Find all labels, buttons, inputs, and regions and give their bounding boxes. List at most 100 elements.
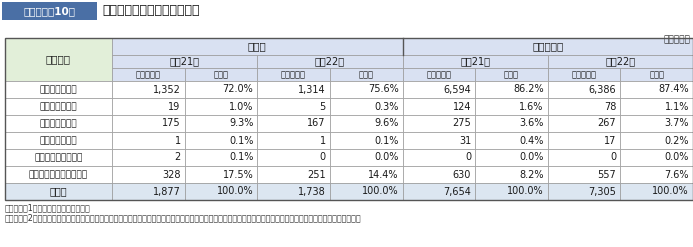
Text: 72.0%: 72.0% — [222, 84, 253, 95]
Bar — [112, 132, 184, 149]
Bar — [112, 38, 403, 55]
Bar — [403, 68, 475, 81]
Bar — [547, 55, 693, 68]
Text: 1,314: 1,314 — [298, 84, 326, 95]
Text: 275: 275 — [453, 119, 471, 128]
Bar — [5, 38, 693, 200]
Text: 人数（人）: 人数（人） — [281, 70, 306, 79]
Bar — [620, 98, 693, 115]
Bar — [475, 98, 547, 115]
Text: 267: 267 — [598, 119, 616, 128]
Text: 17: 17 — [604, 136, 616, 145]
Text: 1: 1 — [175, 136, 181, 145]
Text: 人数（人）: 人数（人） — [136, 70, 161, 79]
Text: 557: 557 — [597, 169, 616, 180]
Text: 5: 5 — [319, 102, 326, 111]
Bar — [112, 68, 184, 81]
Text: 0: 0 — [611, 152, 616, 163]
Text: 251: 251 — [307, 169, 326, 180]
Text: 平成21年: 平成21年 — [170, 57, 200, 66]
Text: 林　野　火　災: 林 野 火 災 — [40, 102, 78, 111]
Bar — [475, 81, 547, 98]
Text: 死　者: 死 者 — [248, 41, 267, 52]
Bar — [620, 149, 693, 166]
Bar — [184, 81, 257, 98]
Bar — [403, 55, 547, 68]
Bar — [547, 183, 620, 200]
Text: 8.2%: 8.2% — [519, 169, 544, 180]
Text: 0.0%: 0.0% — [519, 152, 544, 163]
Text: 31: 31 — [459, 136, 471, 145]
Text: 1,877: 1,877 — [152, 186, 181, 197]
Bar — [475, 68, 547, 81]
Text: 0: 0 — [319, 152, 326, 163]
Bar — [112, 81, 184, 98]
Text: 1: 1 — [319, 136, 326, 145]
Text: 175: 175 — [162, 119, 181, 128]
Bar — [330, 81, 403, 98]
Text: 6,594: 6,594 — [444, 84, 471, 95]
Bar — [5, 183, 112, 200]
Text: 構成比: 構成比 — [359, 70, 374, 79]
Bar — [475, 183, 547, 200]
Bar — [184, 132, 257, 149]
Text: 7,305: 7,305 — [588, 186, 616, 197]
Text: 0.1%: 0.1% — [374, 136, 398, 145]
Bar — [547, 166, 620, 183]
Text: （各年中）: （各年中） — [663, 35, 690, 44]
Text: 平成21年: 平成21年 — [460, 57, 490, 66]
Bar — [112, 98, 184, 115]
Bar — [330, 98, 403, 115]
Bar — [112, 183, 184, 200]
Bar — [330, 68, 403, 81]
Bar — [5, 38, 112, 81]
Bar — [184, 183, 257, 200]
Text: 構成比: 構成比 — [649, 70, 664, 79]
Text: 建　物　火　災: 建 物 火 災 — [40, 85, 78, 94]
Text: 火災種別: 火災種別 — [46, 55, 71, 64]
Bar — [330, 183, 403, 200]
Text: 構成比: 構成比 — [213, 70, 229, 79]
Bar — [547, 68, 620, 81]
Bar — [2, 2, 97, 20]
Text: 7.6%: 7.6% — [665, 169, 689, 180]
Bar — [547, 81, 620, 98]
Text: 0.2%: 0.2% — [665, 136, 689, 145]
Bar — [475, 149, 547, 166]
Text: 3.6%: 3.6% — [519, 119, 544, 128]
Text: 17.5%: 17.5% — [222, 169, 253, 180]
Bar — [5, 81, 112, 98]
Text: 0: 0 — [465, 152, 471, 163]
Bar — [403, 183, 475, 200]
Text: 75.6%: 75.6% — [368, 84, 398, 95]
Bar — [620, 115, 693, 132]
Text: 100.0%: 100.0% — [652, 186, 689, 197]
Text: （備考）　1　「火災報告」により作成: （備考） 1 「火災報告」により作成 — [5, 203, 91, 212]
Bar — [547, 149, 620, 166]
Text: 19: 19 — [168, 102, 181, 111]
Text: 1.0%: 1.0% — [229, 102, 253, 111]
Text: 2: 2 — [175, 152, 181, 163]
Bar — [330, 132, 403, 149]
Bar — [184, 166, 257, 183]
Bar — [403, 166, 475, 183]
Bar — [5, 115, 112, 132]
Text: 0.1%: 0.1% — [229, 152, 253, 163]
Bar — [184, 149, 257, 166]
Text: 6,386: 6,386 — [589, 84, 616, 95]
Text: 航　空　機　火　災: 航 空 機 火 災 — [35, 153, 82, 162]
Bar — [257, 68, 330, 81]
Text: 7,654: 7,654 — [444, 186, 471, 197]
Bar — [5, 132, 112, 149]
Text: 124: 124 — [453, 102, 471, 111]
Bar — [5, 166, 112, 183]
Text: 1.1%: 1.1% — [665, 102, 689, 111]
Text: 167: 167 — [308, 119, 326, 128]
Bar — [620, 166, 693, 183]
Bar — [257, 132, 330, 149]
Bar — [547, 132, 620, 149]
Bar — [475, 132, 547, 149]
Bar — [547, 98, 620, 115]
Text: 負　傷　者: 負 傷 者 — [532, 41, 563, 52]
Bar — [257, 81, 330, 98]
